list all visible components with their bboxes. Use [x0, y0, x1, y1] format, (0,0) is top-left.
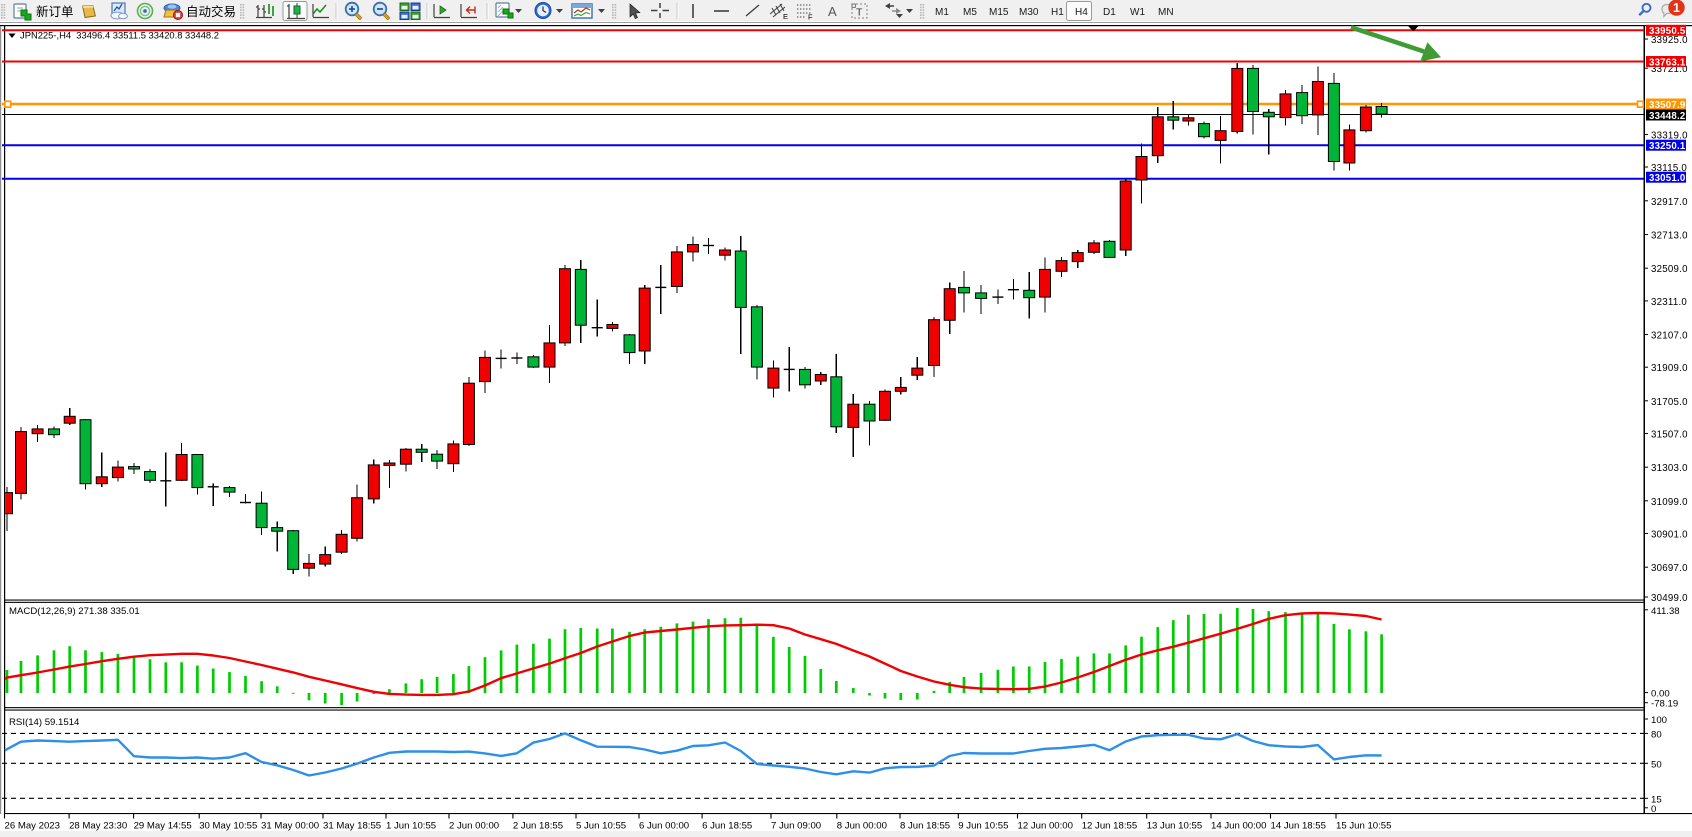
- svg-text:80: 80: [1651, 729, 1662, 740]
- svg-text:7 Jun 09:00: 7 Jun 09:00: [771, 821, 821, 832]
- svg-text:31507.0: 31507.0: [1651, 430, 1688, 441]
- svg-text:1: 1: [1673, 1, 1680, 15]
- svg-text:31303.0: 31303.0: [1651, 463, 1688, 474]
- svg-text:8 Jun 00:00: 8 Jun 00:00: [837, 821, 887, 832]
- svg-text:MN: MN: [1158, 7, 1174, 18]
- svg-text:6 Jun 18:55: 6 Jun 18:55: [702, 821, 752, 832]
- svg-text:31705.0: 31705.0: [1651, 397, 1688, 408]
- svg-text:M1: M1: [935, 7, 949, 18]
- svg-text:411.38: 411.38: [1651, 606, 1680, 617]
- svg-text:33448.2: 33448.2: [1649, 111, 1685, 122]
- svg-text:31 May 18:55: 31 May 18:55: [323, 821, 381, 832]
- svg-text:W1: W1: [1130, 7, 1145, 18]
- svg-text:32917.0: 32917.0: [1651, 197, 1688, 208]
- svg-text:15: 15: [1651, 794, 1662, 805]
- svg-text:31 May 00:00: 31 May 00:00: [261, 821, 319, 832]
- svg-text:14 Jun 18:55: 14 Jun 18:55: [1271, 821, 1326, 832]
- svg-text:13 Jun 10:55: 13 Jun 10:55: [1147, 821, 1202, 832]
- svg-text:33721.0: 33721.0: [1651, 64, 1688, 75]
- svg-text:-78.19: -78.19: [1651, 699, 1678, 710]
- svg-text:T: T: [856, 7, 863, 19]
- svg-text:E: E: [783, 12, 788, 21]
- svg-text:新订单: 新订单: [36, 4, 74, 19]
- svg-text:5 Jun 10:55: 5 Jun 10:55: [576, 821, 626, 832]
- svg-text:0: 0: [1651, 804, 1656, 815]
- svg-text:1 Jun 10:55: 1 Jun 10:55: [386, 821, 436, 832]
- svg-text:2 Jun 00:00: 2 Jun 00:00: [449, 821, 499, 832]
- svg-text:32107.0: 32107.0: [1651, 331, 1688, 342]
- svg-text:30901.0: 30901.0: [1651, 530, 1688, 541]
- svg-text:M15: M15: [989, 7, 1009, 18]
- svg-text:30697.0: 30697.0: [1651, 563, 1688, 574]
- svg-text:33925.0: 33925.0: [1651, 35, 1688, 46]
- svg-text:14 Jun 00:00: 14 Jun 00:00: [1211, 821, 1266, 832]
- svg-text:A: A: [828, 4, 837, 19]
- svg-text:31099.0: 31099.0: [1651, 497, 1688, 508]
- svg-text:JPN225-,H4 33496.4 33511.5 33: JPN225-,H4 33496.4 33511.5 33420.8 33448…: [20, 30, 219, 41]
- svg-text:30499.0: 30499.0: [1651, 593, 1688, 604]
- svg-text:12 Jun 18:55: 12 Jun 18:55: [1082, 821, 1137, 832]
- svg-text:29 May 14:55: 29 May 14:55: [134, 821, 192, 832]
- svg-text:32713.0: 32713.0: [1651, 231, 1688, 242]
- svg-text:6 Jun 00:00: 6 Jun 00:00: [639, 821, 689, 832]
- svg-text:12 Jun 00:00: 12 Jun 00:00: [1018, 821, 1073, 832]
- svg-text:32311.0: 32311.0: [1651, 297, 1687, 308]
- svg-text:28 May 23:30: 28 May 23:30: [69, 821, 127, 832]
- svg-text:33051.0: 33051.0: [1649, 173, 1685, 184]
- svg-text:26 May 2023: 26 May 2023: [5, 821, 60, 832]
- svg-text:M5: M5: [963, 7, 977, 18]
- svg-text:9 Jun 10:55: 9 Jun 10:55: [958, 821, 1008, 832]
- svg-text:50: 50: [1651, 759, 1662, 770]
- svg-text:2 Jun 18:55: 2 Jun 18:55: [513, 821, 563, 832]
- svg-text:33950.5: 33950.5: [1649, 26, 1686, 37]
- svg-text:33319.0: 33319.0: [1651, 131, 1688, 142]
- svg-text:31909.0: 31909.0: [1651, 363, 1688, 374]
- svg-text:33763.1: 33763.1: [1649, 57, 1686, 68]
- svg-text:M30: M30: [1019, 7, 1039, 18]
- svg-text:F: F: [808, 13, 813, 22]
- svg-text:33507.9: 33507.9: [1649, 100, 1686, 111]
- svg-text:RSI(14) 59.1514: RSI(14) 59.1514: [9, 717, 80, 728]
- svg-text:32509.0: 32509.0: [1651, 264, 1688, 275]
- svg-text:15 Jun 10:55: 15 Jun 10:55: [1336, 821, 1391, 832]
- svg-text:30 May 10:55: 30 May 10:55: [199, 821, 257, 832]
- svg-text:D1: D1: [1103, 7, 1116, 18]
- svg-text:0.00: 0.00: [1651, 689, 1670, 700]
- svg-text:H4: H4: [1075, 7, 1088, 18]
- svg-text:8 Jun 18:55: 8 Jun 18:55: [900, 821, 950, 832]
- svg-text:33115.0: 33115.0: [1651, 163, 1687, 174]
- svg-text:100: 100: [1651, 715, 1667, 726]
- svg-text:MACD(12,26,9) 271.38 335.01: MACD(12,26,9) 271.38 335.01: [9, 606, 140, 617]
- svg-text:自动交易: 自动交易: [186, 4, 236, 19]
- svg-text:H1: H1: [1051, 7, 1064, 18]
- svg-text:33250.1: 33250.1: [1649, 141, 1686, 152]
